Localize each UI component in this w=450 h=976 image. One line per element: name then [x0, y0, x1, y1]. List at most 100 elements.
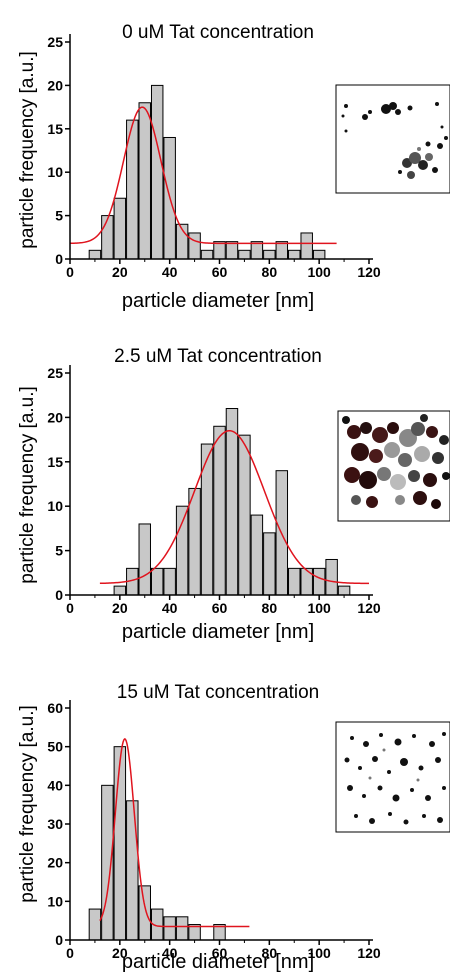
y-tick-label: 10 [47, 164, 63, 180]
x-tick-label: 80 [262, 945, 278, 961]
histogram-bar [250, 241, 264, 260]
y-tick-label: 25 [47, 365, 63, 381]
y-tick-label: 40 [47, 777, 63, 793]
histogram-bar [88, 908, 102, 941]
bars [88, 84, 326, 260]
histogram-bar [113, 746, 127, 941]
histogram-bar [225, 408, 239, 596]
histogram-bar [138, 885, 151, 941]
y-tick-label: 10 [47, 893, 63, 909]
y-tick-label: 20 [47, 855, 63, 871]
x-tick-label: 100 [307, 945, 331, 961]
ticks: 0 20 40 60 80 100 120 0 5 10 15 20 25 [47, 34, 380, 280]
histogram-bar [300, 232, 313, 260]
y-tick-label: 15 [47, 121, 63, 137]
histogram-bar [312, 567, 326, 596]
x-tick-label: 120 [357, 264, 381, 280]
x-tick-label: 120 [357, 600, 381, 616]
histogram-bar [263, 532, 276, 596]
histogram-bar [101, 215, 114, 260]
x-tick-label: 0 [66, 600, 74, 616]
chart-title: 2.5 uM Tat concentration [114, 346, 322, 367]
y-tick-label: 60 [47, 700, 63, 716]
y-tick-label: 20 [47, 409, 63, 425]
histogram-bar [200, 443, 214, 596]
y-tick-label: 30 [47, 816, 63, 832]
histogram-bar [213, 425, 226, 596]
histogram-bar [163, 916, 176, 941]
histogram-bar [225, 241, 239, 260]
x-tick-label: 40 [162, 264, 178, 280]
x-tick-label: 40 [162, 945, 178, 961]
histogram-bar [150, 84, 164, 260]
y-tick-label: 0 [55, 587, 63, 603]
histogram-bar [88, 249, 102, 260]
histogram-bar [250, 514, 264, 596]
y-tick-label: 10 [47, 498, 63, 514]
histogram-bar [113, 197, 127, 260]
y-tick-label: 0 [55, 932, 63, 948]
histogram-bar [275, 241, 289, 260]
x-axis-label: particle diameter [nm] [122, 951, 314, 973]
x-tick-label: 80 [262, 264, 278, 280]
x-tick-label: 20 [112, 600, 128, 616]
ticks: 0 20 40 60 80 100 120 0 10 20 30 40 50 60 [47, 700, 380, 961]
inset-tem-image [337, 410, 450, 522]
x-tick-label: 60 [212, 600, 228, 616]
bars [88, 746, 226, 941]
x-axis-label: particle diameter [nm] [122, 290, 314, 312]
x-tick-label: 60 [212, 264, 228, 280]
histogram-bar [238, 434, 251, 596]
x-axis-label: particle diameter [nm] [122, 621, 314, 643]
histogram-bar [238, 249, 251, 260]
gaussian-fit-curve [99, 429, 369, 585]
x-tick-label: 100 [307, 264, 331, 280]
x-tick-label: 40 [162, 600, 178, 616]
histogram-bar [263, 249, 276, 260]
x-tick-label: 100 [307, 600, 331, 616]
y-axis-label: particle frequency [a.u.] [17, 51, 38, 249]
y-tick-label: 50 [47, 739, 63, 755]
histogram-bar [188, 487, 201, 596]
x-tick-label: 80 [262, 600, 278, 616]
histogram-bar [337, 585, 351, 596]
histogram-bar [163, 567, 176, 596]
chart-title: 0 uM Tat concentration [122, 22, 314, 43]
y-tick-label: 5 [55, 208, 63, 224]
histogram-bar [325, 558, 338, 596]
y-tick-label: 20 [47, 77, 63, 93]
inset-tem-image [335, 84, 450, 194]
x-tick-label: 20 [112, 264, 128, 280]
gaussian-fit-curve [69, 106, 337, 245]
x-tick-label: 60 [212, 945, 228, 961]
histogram-bar [300, 567, 313, 596]
inset-tem-image [335, 721, 450, 833]
histogram-bar [138, 102, 151, 260]
histogram-bar [288, 567, 301, 596]
histogram-panel-15-uM: 15 uM Tat concentration particle frequen… [17, 682, 450, 973]
histogram-bar [113, 585, 127, 596]
histogram-bar [126, 800, 139, 941]
histogram-bar [175, 916, 189, 941]
bars [113, 408, 351, 596]
y-tick-label: 25 [47, 34, 63, 50]
histogram-bar [200, 249, 214, 260]
ticks: 0 20 40 60 80 100 120 0 5 10 15 20 25 [47, 365, 380, 616]
y-tick-label: 5 [55, 543, 63, 559]
histogram-bar [288, 249, 301, 260]
y-axis-label: particle frequency [a.u.] [17, 386, 38, 584]
histogram-bar [138, 523, 151, 596]
histogram-bar [175, 505, 189, 596]
gaussian-fit-curve [99, 738, 250, 928]
histogram-bar [312, 249, 326, 260]
y-tick-label: 0 [55, 251, 63, 267]
histogram-bar [150, 567, 164, 596]
histogram-panel-2-5-uM: 2.5 uM Tat concentration particle freque… [17, 346, 450, 643]
histogram-bar [188, 232, 201, 260]
x-tick-label: 0 [66, 945, 74, 961]
y-tick-label: 15 [47, 454, 63, 470]
x-tick-label: 20 [112, 945, 128, 961]
x-tick-label: 0 [66, 264, 74, 280]
histogram-bar [213, 241, 226, 260]
histogram-panel-0-uM: 0 uM Tat concentration particle frequenc… [17, 22, 450, 312]
